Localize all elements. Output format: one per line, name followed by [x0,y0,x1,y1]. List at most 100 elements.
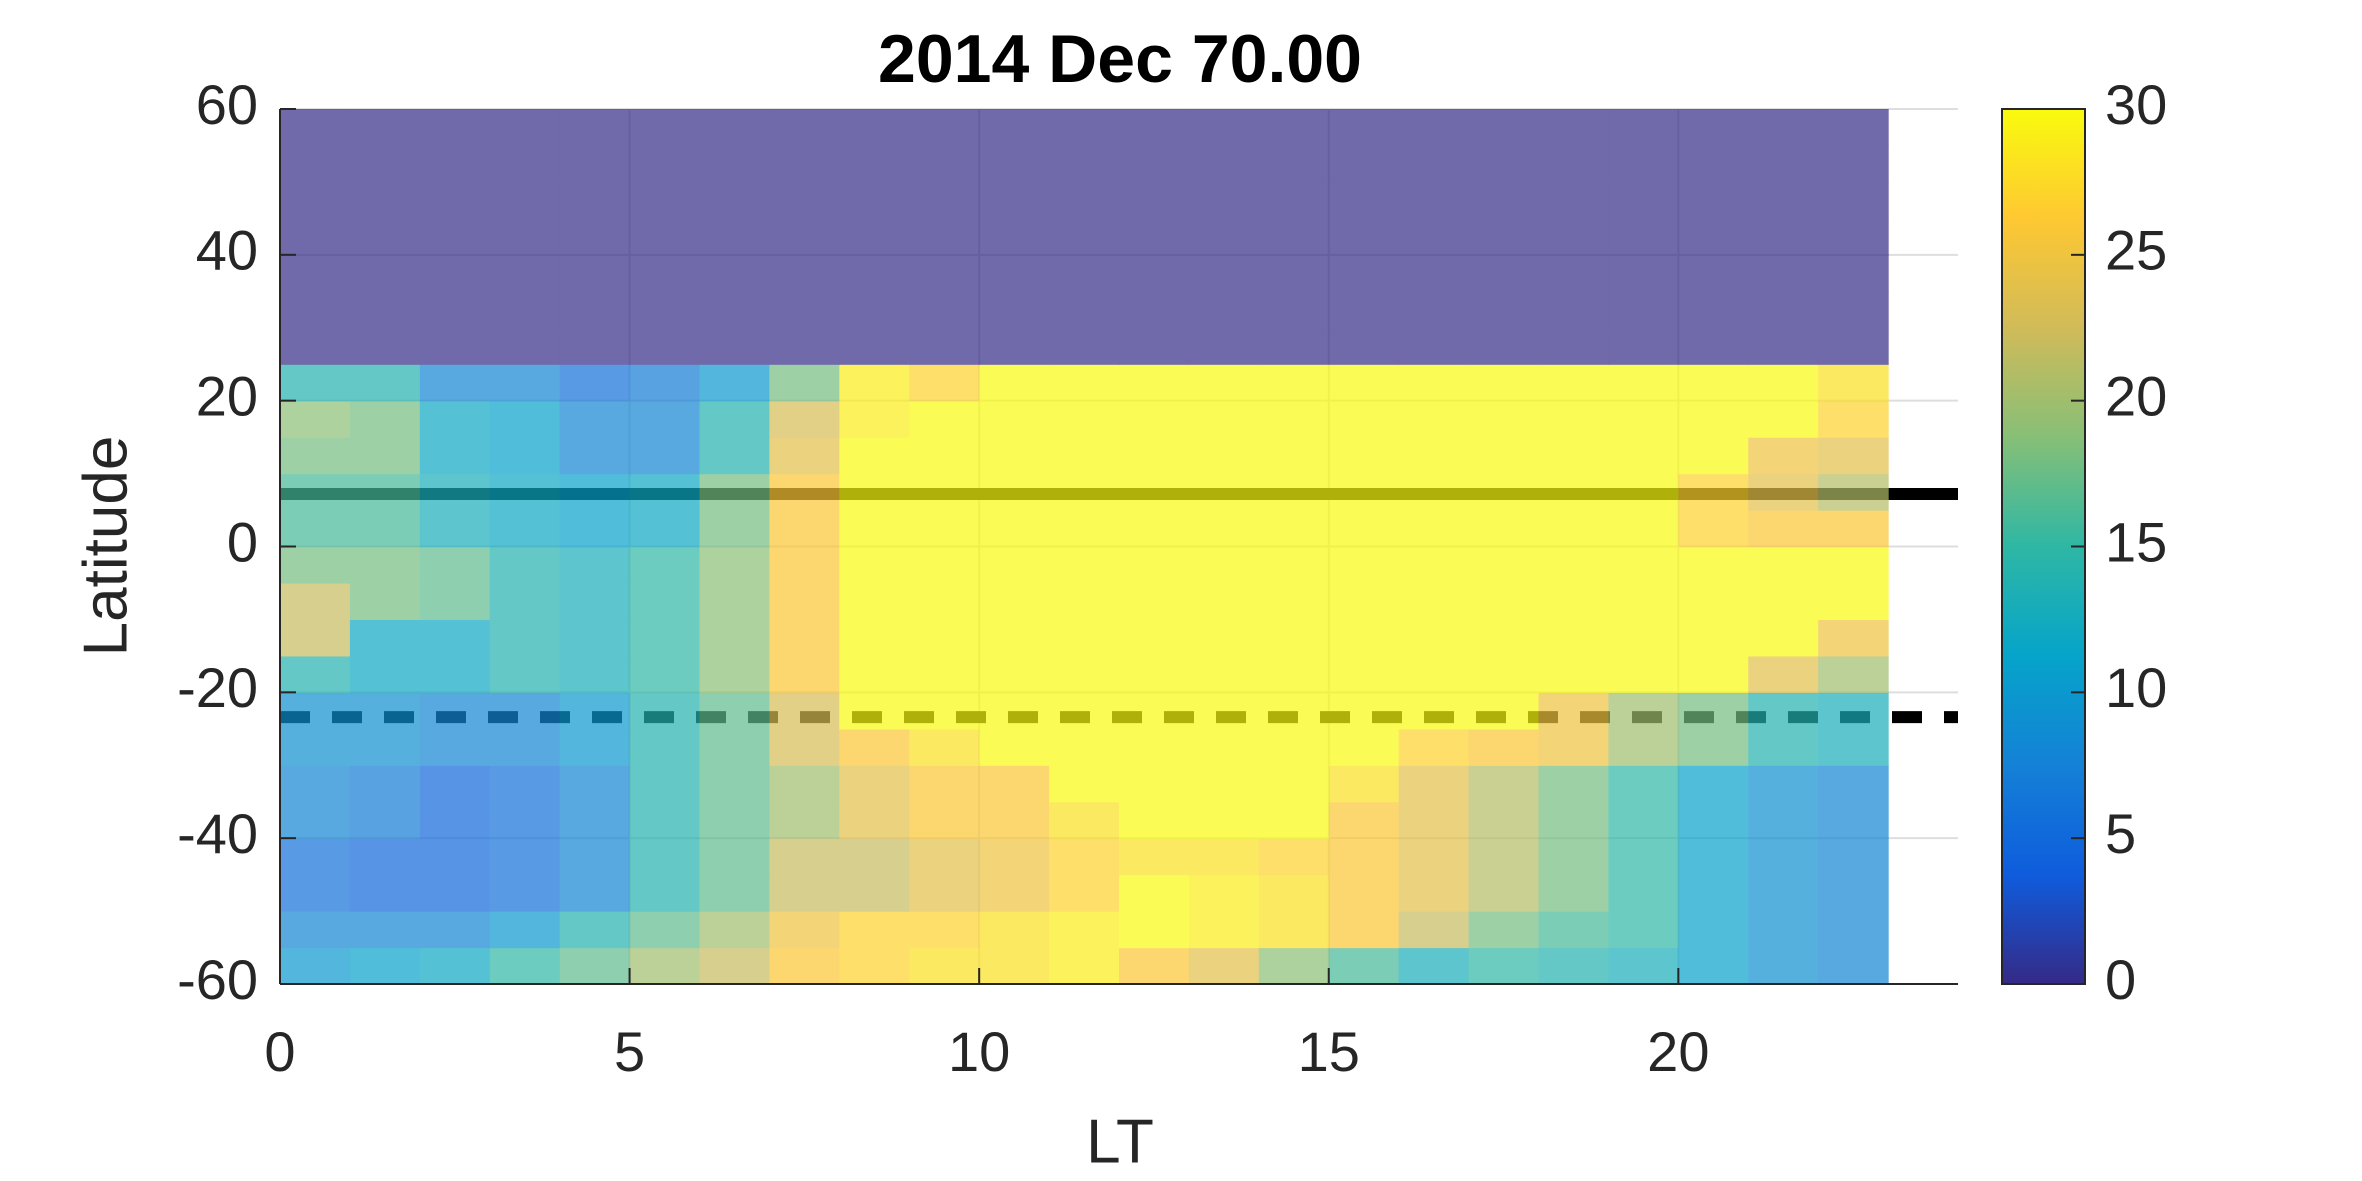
heatmap-cell [1398,181,1470,219]
colorbar-tick-label: 20 [2105,364,2167,427]
heatmap-cell [839,364,910,402]
heatmap-cell [419,218,491,256]
heatmap-cell [1188,947,1260,985]
heatmap-cell [1398,947,1470,985]
heatmap-cell [1188,437,1260,475]
heatmap-cell [1468,838,1540,876]
heatmap-cell [419,728,491,766]
heatmap-cell [559,364,631,402]
heatmap-cell [1608,619,1679,657]
heatmap-cell [349,473,421,511]
heatmap-cell [1398,254,1470,292]
heatmap-cell [419,254,491,292]
heatmap-cell [629,437,701,475]
heatmap-cell [349,364,421,402]
heatmap-cell [1678,254,1749,292]
heatmap-cell [1398,291,1470,329]
heatmap-cell [1678,874,1749,912]
heatmap [280,109,1889,985]
heatmap-cell [699,400,771,438]
heatmap-cell [1818,619,1889,657]
heatmap-cell [1818,874,1889,912]
heatmap-cell [419,437,491,475]
heatmap-cell [1678,582,1749,621]
heatmap-cell [1538,947,1610,985]
heatmap-cell [1748,911,1819,949]
heatmap-cell [559,728,631,766]
heatmap-cell [559,145,631,183]
heatmap-cell [1328,801,1400,839]
heatmap-cell [1608,692,1679,730]
heatmap-cell [629,510,701,548]
heatmap-cell [1328,218,1400,256]
heatmap-cell [1049,619,1120,657]
heatmap-cell [419,364,491,402]
heatmap-cell [1818,728,1889,766]
heatmap-cell [419,692,491,730]
heatmap-cell [1119,728,1190,766]
heatmap-cell [769,181,840,219]
heatmap-cell [629,145,701,183]
heatmap-cell [419,400,491,438]
heatmap-cell [489,765,561,803]
heatmap-cell [1538,437,1610,475]
heatmap-cell [419,510,491,548]
heatmap-cell [1049,728,1120,766]
heatmap-cell [280,728,351,766]
heatmap-cell [1049,801,1120,839]
heatmap-cell [1678,619,1749,657]
heatmap-cell [839,655,910,693]
heatmap-cell [1328,546,1400,584]
heatmap-cell [1608,838,1679,876]
heatmap-cell [1258,911,1330,949]
heatmap-cell [909,145,980,183]
heatmap-cell [1328,619,1400,657]
heatmap-cell [769,874,840,912]
heatmap-cell [979,364,1050,402]
heatmap-cell [559,473,631,511]
heatmap-cell [1049,546,1120,584]
y-axis-label: Latitude [71,436,140,657]
heatmap-cell [280,109,351,147]
heatmap-cell [1608,473,1679,511]
heatmap-cell [1748,692,1819,730]
heatmap-cell [1678,692,1749,730]
heatmap-cell [839,109,910,147]
heatmap-cell [909,473,980,511]
heatmap-cell [769,911,840,949]
heatmap-cell [1188,765,1260,803]
heatmap-cell [1748,218,1819,256]
heatmap-cell [909,254,980,292]
heatmap-cell [1538,728,1610,766]
heatmap-cell [1258,874,1330,912]
heatmap-cell [839,838,910,876]
heatmap-cell [1748,874,1819,912]
heatmap-cell [1258,655,1330,693]
heatmap-cell [1328,254,1400,292]
heatmap-cell [489,546,561,584]
heatmap-cell [699,473,771,511]
heatmap-cell [1258,728,1330,766]
heatmap-cell [280,947,351,985]
heatmap-cell [979,109,1050,147]
heatmap-cell [1468,947,1540,985]
heatmap-cell [629,838,701,876]
heatmap-cell [909,947,980,985]
heatmap-cell [699,364,771,402]
heatmap-cell [1049,838,1120,876]
heatmap-cell [1678,765,1749,803]
heatmap-cell [1328,765,1400,803]
heatmap-cell [1188,327,1260,365]
heatmap-cell [559,655,631,693]
heatmap-cell [839,546,910,584]
heatmap-cell [1188,874,1260,912]
heatmap-cell [909,181,980,219]
heatmap-cell [1818,510,1889,548]
heatmap-cell [280,364,351,402]
heatmap-cell [1328,291,1400,329]
heatmap-cell [1188,400,1260,438]
heatmap-cell [1119,291,1190,329]
heatmap-cell [559,254,631,292]
heatmap-cell [489,400,561,438]
